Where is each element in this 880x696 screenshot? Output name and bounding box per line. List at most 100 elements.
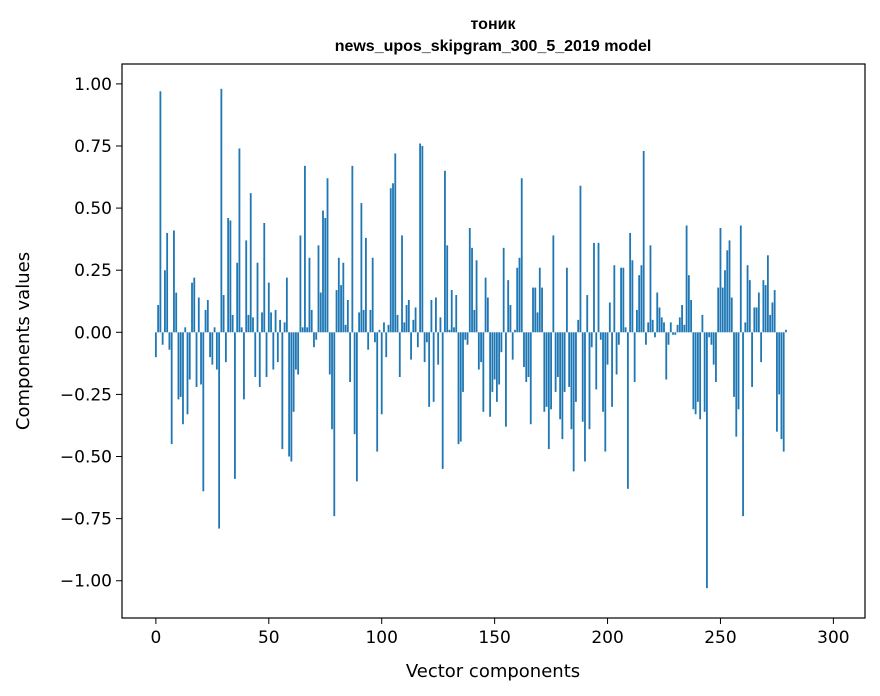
bar-81 [337, 257, 340, 333]
bar-89 [355, 332, 358, 482]
bar-155 [505, 332, 507, 427]
bar-222 [656, 292, 659, 333]
bar-55 [279, 319, 281, 333]
bar-221 [654, 332, 656, 338]
bar-261 [744, 322, 747, 333]
bar-204 [615, 332, 618, 375]
bar-114 [412, 319, 415, 333]
bar-106 [394, 153, 397, 333]
bar-150 [493, 332, 496, 380]
bar-99 [378, 329, 381, 333]
bar-191 [586, 295, 589, 333]
bar-29 [220, 88, 223, 333]
bar-92 [362, 309, 365, 333]
y-tick-label: 0.00 [74, 323, 112, 343]
bar-177 [554, 332, 557, 392]
bar-265 [753, 307, 756, 333]
bar-5 [166, 232, 169, 333]
bar-46 [258, 332, 261, 387]
y-tick-label: −1.00 [60, 572, 112, 592]
bar-1 [157, 304, 160, 333]
bar-262 [746, 265, 749, 333]
bar-56 [281, 332, 284, 450]
bar-196 [597, 242, 600, 333]
bar-180 [561, 332, 564, 440]
bar-269 [762, 280, 765, 333]
bar-32 [227, 218, 230, 333]
bar-125 [437, 332, 440, 365]
bar-78 [331, 332, 333, 430]
bar-112 [407, 300, 410, 333]
bar-67 [306, 327, 309, 333]
bar-218 [647, 322, 650, 333]
bar-255 [730, 297, 733, 333]
bar-243 [703, 332, 706, 412]
bar-220 [651, 319, 654, 333]
bar-48 [263, 223, 266, 333]
bar-225 [663, 322, 665, 333]
bar-84 [344, 324, 347, 333]
bar-42 [249, 193, 252, 333]
bar-247 [712, 332, 715, 365]
bar-272 [769, 314, 772, 333]
bar-267 [757, 292, 760, 333]
bar-209 [626, 332, 629, 489]
bar-21 [202, 332, 205, 492]
bar-25 [211, 332, 214, 365]
bar-97 [374, 332, 376, 343]
bar-212 [633, 332, 636, 382]
bar-139 [468, 227, 471, 333]
bar-236 [687, 275, 690, 333]
bar-156 [507, 280, 510, 333]
bar-219 [649, 245, 652, 333]
bar-264 [751, 332, 753, 387]
bar-154 [502, 247, 505, 333]
bar-95 [369, 309, 372, 333]
bar-39 [243, 332, 245, 400]
bar-258 [737, 332, 740, 410]
bar-187 [577, 319, 580, 333]
x-tick-label: 300 [817, 628, 849, 648]
bar-36 [236, 262, 239, 333]
bar-134 [457, 332, 460, 445]
bar-109 [401, 235, 403, 333]
bar-71 [315, 332, 318, 340]
bar-133 [455, 295, 458, 333]
bar-179 [559, 332, 562, 420]
bar-66 [304, 165, 306, 333]
bar-167 [532, 287, 534, 333]
bar-188 [579, 185, 582, 333]
bar-30 [222, 295, 225, 333]
bar-68 [308, 257, 311, 333]
bar-138 [466, 332, 469, 345]
y-tick-label: 0.50 [74, 199, 112, 219]
bar-271 [766, 255, 769, 333]
bar-135 [459, 332, 462, 442]
bar-237 [690, 300, 693, 333]
bar-130 [448, 329, 451, 333]
bar-203 [613, 265, 616, 333]
bar-144 [480, 332, 482, 363]
bar-74 [322, 210, 324, 333]
bar-249 [717, 287, 720, 333]
bar-161 [518, 257, 521, 333]
bar-12 [182, 332, 184, 425]
bar-54 [276, 332, 279, 363]
bar-44 [254, 332, 257, 378]
bar-253 [726, 250, 729, 333]
bar-251 [721, 287, 724, 333]
bar-80 [335, 290, 338, 333]
bar-215 [640, 265, 643, 333]
x-axis-ticks: 0 50 100 150 200 250 300 [150, 618, 850, 648]
bar-7 [170, 332, 173, 445]
bar-169 [536, 312, 539, 333]
bar-242 [701, 314, 704, 333]
bar-250 [719, 227, 722, 333]
bar-62 [294, 332, 297, 370]
bar-153 [500, 332, 503, 353]
bar-51 [270, 312, 272, 333]
bar-15 [188, 332, 191, 380]
bar-43 [252, 317, 254, 333]
bar-199 [604, 332, 607, 452]
bar-2 [159, 91, 162, 333]
